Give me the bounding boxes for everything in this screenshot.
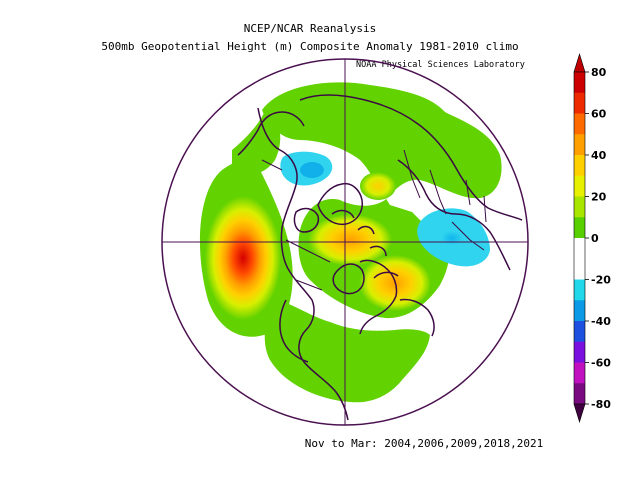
borders-europe-asia	[403, 149, 487, 251]
anomaly-siberia-high	[360, 172, 396, 200]
colorbar-arrow-bottom	[573, 403, 586, 424]
colorbar-segment	[574, 321, 585, 343]
coast-asia-east	[397, 159, 511, 271]
colorbar-body	[573, 52, 586, 424]
colorbar-segment	[574, 92, 585, 114]
colorbar-segment	[574, 196, 585, 218]
coast-greenland	[317, 182, 364, 226]
colorbar-segment	[574, 341, 585, 363]
anomaly-pacific-ridge-core	[205, 196, 281, 320]
colorbar-tick-label: -60	[591, 357, 611, 370]
coast-alaska	[237, 111, 305, 156]
anomaly-field	[199, 82, 502, 403]
borders-north-america	[261, 159, 331, 291]
colorbar-tick-label: 20	[591, 191, 607, 204]
anomaly-canada-trough-core	[300, 162, 324, 178]
colorbar-tick-label: 40	[591, 149, 607, 162]
coast-hudson-bay	[293, 207, 320, 233]
colorbar-ticks: 80 60 40 20 0 -20 -40 -60 -80	[585, 66, 611, 411]
period-caption: Nov to Mar: 2004,2006,2009,2018,2021	[304, 437, 544, 450]
colorbar-tick-label: 60	[591, 108, 607, 121]
colorbar-segment	[574, 113, 585, 135]
coast-north-america	[257, 107, 349, 421]
anomaly-south-green	[264, 300, 430, 403]
colorbar-segment	[574, 279, 585, 301]
colorbar-segment	[574, 258, 585, 280]
map-title: NCEP/NCAR Reanalysis	[243, 22, 377, 35]
colorbar-arrow-top	[573, 52, 586, 73]
colorbar-segment	[574, 238, 585, 260]
coast-mediterranean	[399, 298, 435, 337]
colorbar-segment	[574, 383, 585, 405]
anomaly-asia-trough-core	[434, 226, 470, 250]
colorbar-segment	[574, 175, 585, 197]
credit-label: NOAA Physical Sciences Laboratory	[356, 60, 525, 70]
colorbar-tick-label: -40	[591, 315, 611, 328]
colorbar-tick-label: -20	[591, 274, 611, 287]
colorbar-segment	[574, 155, 585, 177]
colorbar: 80 60 40 20 0 -20 -40 -60 -80	[573, 52, 611, 424]
map-subtitle: 500mb Geopotential Height (m) Composite …	[101, 40, 519, 53]
coast-eurasia-north	[299, 94, 523, 221]
colorbar-tick-label: 0	[591, 232, 599, 245]
colorbar-segment	[574, 72, 585, 94]
colorbar-segment	[574, 134, 585, 156]
coastlines	[237, 94, 523, 421]
colorbar-tick-label: 80	[591, 66, 607, 79]
coast-europe	[359, 259, 399, 335]
anomaly-arctic-high	[308, 214, 392, 266]
coast-scandinavia	[332, 263, 365, 295]
colorbar-tick-label: -80	[591, 398, 611, 411]
anomaly-northwest-arm	[232, 108, 281, 175]
colorbar-segment	[574, 300, 585, 322]
colorbar-segment	[574, 362, 585, 384]
coast-central-america	[279, 299, 309, 363]
colorbar-segment	[574, 217, 585, 239]
